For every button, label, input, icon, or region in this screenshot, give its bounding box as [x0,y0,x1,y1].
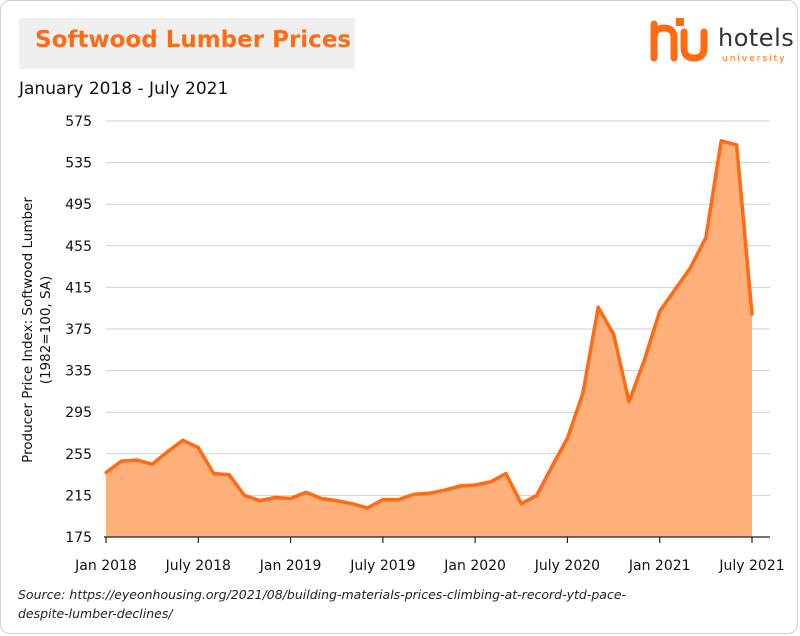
y-tick-label: 415 [65,280,92,296]
x-tick-label: Jan 2018 [74,558,137,574]
data-point [627,400,631,404]
x-tick-label: Jan 2020 [443,558,506,574]
data-point [596,305,600,309]
data-point [612,332,616,336]
data-point [704,235,708,240]
source-note: Source: https://eyeonhousing.org/2021/08… [18,587,627,621]
data-point [289,496,293,501]
data-point [427,491,431,495]
data-point [735,143,739,147]
data-point [258,499,262,503]
y-tick-label: 495 [65,197,92,213]
data-point [273,495,277,500]
logo-word: hotels [718,24,795,52]
y-tick-label: 215 [65,488,92,504]
y-tick-label: 255 [65,447,92,463]
x-tick-label: July 2021 [718,558,784,574]
data-point [335,499,339,503]
x-tick-label: July 2018 [165,558,231,574]
y-tick-label: 455 [65,239,92,255]
area-fill [106,140,752,538]
chart-title: Softwood Lumber Prices [35,27,352,53]
data-point [581,391,585,396]
x-tick-label: Jan 2021 [628,558,691,574]
data-point [565,436,570,440]
data-point [135,458,139,462]
title-box: Softwood Lumber Prices [19,18,355,69]
y-tick-label: 175 [65,530,92,546]
data-point [719,139,723,143]
data-point [104,470,108,475]
data-point [196,446,200,450]
hotels-university-logo: hotels university [640,14,794,70]
y-axis-label-line2: (1982=100, SA) [38,276,54,385]
data-point [381,498,385,502]
data-point [119,459,123,463]
data-point [535,493,539,497]
data-point [304,490,308,494]
logo-mark-icon [650,18,708,62]
data-point [688,266,693,270]
chart-subtitle: January 2018 - July 2021 [19,79,229,99]
data-point [673,287,677,292]
data-point [504,472,508,476]
logo-subword: university [722,54,787,64]
x-tick-label: Jan 2019 [259,558,322,574]
data-point [150,462,154,466]
data-point [319,496,323,501]
data-area [104,139,754,538]
y-axis-label-line1: Producer Price Index: Softwood Lumber [20,197,36,463]
y-tick-label: 575 [65,114,92,130]
x-tick-label: July 2019 [349,558,415,574]
data-point [488,480,493,484]
y-tick-label: 295 [65,405,92,421]
x-tick-label: July 2020 [534,558,600,574]
y-tick-labels: 175 215 255 295 335 375 415 455 495 535 575 [65,114,92,546]
data-point [473,483,477,487]
data-point [550,464,554,468]
x-tick-labels: Jan 2018 July 2018 Jan 2019 July 2019 Jan 20… [74,558,784,574]
data-point [750,312,754,316]
data-point [658,309,662,313]
data-point [642,358,646,362]
y-tick-label: 375 [65,322,92,338]
data-point [458,484,462,488]
data-point [350,502,354,506]
y-axis-label: Producer Price Index: Softwood Lumber (1… [20,197,54,463]
data-point [242,493,246,497]
data-point [396,498,400,502]
data-point [212,472,216,476]
data-point [227,473,231,477]
axes [104,536,770,543]
y-tick-label: 535 [65,156,92,172]
y-tick-label: 335 [65,364,92,380]
data-point [442,488,446,492]
data-point [181,438,185,442]
data-point [365,506,370,510]
data-point [412,492,416,496]
data-point [519,502,523,506]
data-point [165,450,170,454]
